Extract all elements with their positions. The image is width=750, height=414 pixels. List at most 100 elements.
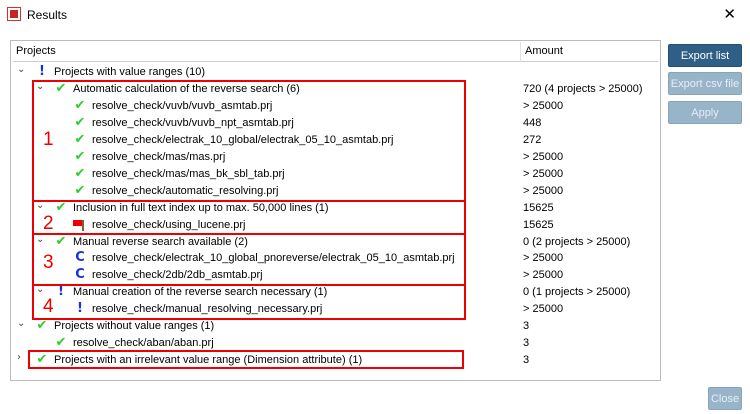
- chevron-down-icon[interactable]: ⌄: [36, 284, 45, 296]
- tree-row[interactable]: ✔ resolve_check/aban/aban.prj 3: [11, 335, 656, 352]
- title-bar: Results ✕: [0, 0, 750, 30]
- highlight-box-2: [32, 200, 466, 235]
- check-icon: ✔: [74, 148, 86, 164]
- row-label: Manual creation of the reverse search ne…: [73, 286, 328, 299]
- tree-row[interactable]: ✔ resolve_check/vuvb/vuvb_npt_asmtab.prj 4…: [11, 115, 656, 132]
- row-amount: 448: [523, 116, 542, 129]
- row-amount: > 25000: [523, 184, 564, 197]
- export-csv-button[interactable]: Export csv file: [668, 72, 742, 95]
- export-list-button[interactable]: Export list: [668, 44, 742, 67]
- tree-row[interactable]: resolve_check/using_lucene.prj 15625: [11, 217, 656, 234]
- annotation-3: 3: [43, 252, 54, 273]
- chevron-right-icon[interactable]: ›: [17, 352, 21, 364]
- check-icon: ✔: [74, 114, 86, 130]
- check-icon: ✔: [74, 165, 86, 181]
- row-amount: 720 (4 projects > 25000): [523, 82, 643, 95]
- check-icon: ✔: [55, 335, 67, 351]
- row-amount: > 25000: [523, 167, 564, 180]
- chevron-down-icon[interactable]: ⌄: [17, 318, 26, 330]
- annotation-4: 4: [43, 296, 54, 317]
- window-close-icon[interactable]: ✕: [723, 5, 736, 23]
- row-amount: 3: [523, 337, 530, 350]
- check-icon: ✔: [74, 97, 86, 113]
- chevron-down-icon[interactable]: ⌄: [17, 64, 26, 75]
- row-amount: 0 (2 projects > 25000): [523, 235, 631, 248]
- row-amount: > 25000: [523, 150, 564, 163]
- tree-row[interactable]: ⌄! Projects with value ranges (10): [11, 64, 656, 81]
- tree-row[interactable]: ✔ resolve_check/mas/mas.prj > 25000: [11, 149, 656, 166]
- row-amount: 15625: [523, 201, 554, 214]
- check-icon: ✔: [55, 233, 67, 249]
- tree-row[interactable]: ✔ resolve_check/mas/mas_bk_sbl_tab.prj > 2…: [11, 166, 656, 183]
- check-icon: ✔: [36, 352, 48, 368]
- exclamation-icon: !: [58, 284, 64, 300]
- row-label: resolve_check/mas/mas_bk_sbl_tab.prj: [92, 167, 285, 180]
- apply-button[interactable]: Apply: [668, 101, 742, 124]
- row-label: Automatic calculation of the reverse sea…: [73, 82, 300, 95]
- row-label: resolve_check/using_lucene.prj: [92, 218, 246, 231]
- column-header-projects[interactable]: Projects: [16, 45, 56, 57]
- row-amount: 272: [523, 133, 542, 146]
- row-label: resolve_check/vuvb/vuvb_asmtab.prj: [92, 99, 273, 112]
- annotation-1: 1: [43, 129, 54, 150]
- row-amount: > 25000: [523, 269, 564, 282]
- tree-row[interactable]: ✔ resolve_check/electrak_10_global/electr…: [11, 132, 656, 149]
- row-label: resolve_check/mas/mas.prj: [92, 150, 226, 163]
- row-label: resolve_check/manual_resolving_necessary…: [92, 303, 323, 316]
- row-label: resolve_check/aban/aban.prj: [73, 337, 214, 350]
- tree-row[interactable]: ⌄ ✔ Manual reverse search available (2) 0 (…: [11, 234, 656, 251]
- row-label: resolve_check/vuvb/vuvb_npt_asmtab.prj: [92, 116, 294, 129]
- cycle-icon: C: [75, 250, 85, 266]
- row-amount: > 25000: [523, 303, 564, 316]
- row-amount: 3: [523, 320, 530, 333]
- check-icon: ✔: [74, 131, 86, 147]
- check-icon: ✔: [74, 182, 86, 198]
- row-label: resolve_check/2db/2db_asmtab.prj: [92, 269, 263, 282]
- highlight-box-1: [32, 80, 466, 202]
- row-label: Projects with an irrelevant value range …: [54, 354, 363, 367]
- check-icon: ✔: [55, 199, 67, 215]
- row-amount: 15625: [523, 218, 554, 231]
- highlight-box-4: [32, 284, 466, 320]
- flag-icon: [73, 219, 85, 231]
- highlight-box-3: [32, 233, 466, 286]
- tree-row[interactable]: ⌄ ✔ Inclusion in full text index up to max…: [11, 200, 656, 217]
- tree-row[interactable]: ! resolve_check/manual_resolving_necessar…: [11, 301, 656, 318]
- exclamation-icon: !: [77, 301, 83, 317]
- row-label: Manual reverse search available (2): [73, 235, 248, 248]
- chevron-down-icon[interactable]: ⌄: [36, 199, 45, 211]
- row-label: Projects without value ranges (1): [54, 320, 215, 333]
- tree-row[interactable]: ⌄ ✔ Projects without value ranges (1) 3: [11, 318, 656, 335]
- row-label: Projects with value ranges (10): [54, 66, 206, 78]
- check-icon: ✔: [55, 80, 67, 96]
- results-tree[interactable]: Projects Amount ⌄! Projects with value ra…: [10, 40, 661, 381]
- row-label: resolve_check/electrak_10_global/electra…: [92, 133, 394, 146]
- tree-row[interactable]: ⌄! Manual creation of the reverse search …: [11, 284, 656, 301]
- window-title: Results: [27, 8, 68, 22]
- app-icon: [7, 7, 21, 21]
- tree-row[interactable]: › ✔ Projects with an irrelevant value rang…: [11, 352, 656, 369]
- exclamation-icon: !: [39, 64, 45, 79]
- annotation-2: 2: [43, 213, 54, 234]
- table-header: Projects Amount: [13, 42, 658, 62]
- row-label: resolve_check/automatic_resolving.prj: [92, 184, 279, 197]
- tree-row[interactable]: ✔ resolve_check/vuvb/vuvb_asmtab.prj > 250…: [11, 98, 656, 115]
- row-amount: 0 (1 projects > 25000): [523, 286, 631, 299]
- row-amount: > 25000: [523, 252, 564, 265]
- row-label: Inclusion in full text index up to max. …: [73, 201, 329, 214]
- row-amount: 3: [523, 354, 530, 367]
- cycle-icon: C: [75, 267, 85, 283]
- tree-row[interactable]: ⌄ ✔ Automatic calculation of the reverse s…: [11, 81, 656, 98]
- chevron-down-icon[interactable]: ⌄: [36, 80, 45, 92]
- column-divider[interactable]: [520, 42, 521, 62]
- close-button[interactable]: Close: [708, 387, 742, 410]
- column-header-amount[interactable]: Amount: [525, 45, 563, 57]
- row-label: resolve_check/electrak_10_global_pnoreve…: [92, 252, 455, 265]
- chevron-down-icon[interactable]: ⌄: [36, 233, 45, 245]
- check-icon: ✔: [36, 318, 48, 334]
- row-amount: > 25000: [523, 99, 564, 112]
- highlight-box-5: [28, 350, 464, 369]
- tree-row[interactable]: ✔ resolve_check/automatic_resolving.prj > …: [11, 183, 656, 200]
